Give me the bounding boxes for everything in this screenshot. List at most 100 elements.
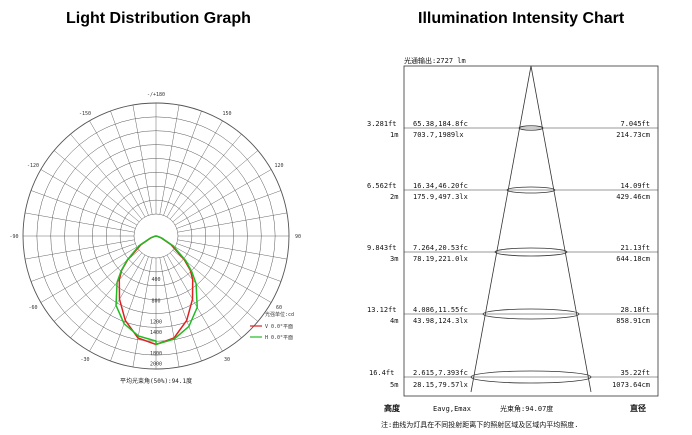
grid-spoke (30, 243, 136, 282)
radial-label: 400 (151, 277, 160, 283)
grid-spoke (176, 243, 282, 282)
grid-spoke (177, 239, 288, 260)
grid-spoke (177, 212, 288, 233)
row-lux-fc: 2.615,7.393fc (413, 369, 468, 377)
beam-ellipse (482, 308, 580, 320)
grid-spoke (174, 246, 272, 303)
row-diam-cm: 1073.64cm (612, 381, 650, 389)
lumen-output: 光通输出:2727 lm (404, 56, 466, 65)
row-diam-cm: 429.46cm (616, 193, 650, 201)
row-height-m: 3m (390, 255, 398, 263)
grid-spoke (169, 133, 242, 220)
grid-spoke (174, 169, 272, 226)
angle-label: 120 (274, 163, 283, 169)
radial-label: 1800 (150, 351, 162, 357)
footer-eavg-label: Eavg,Emax (433, 405, 471, 413)
grid-spoke (110, 256, 149, 362)
angle-label: 30 (224, 357, 230, 363)
row-diam-ft: 21.13ft (620, 244, 650, 252)
footer-beam-angle: 光束角:94.07度 (500, 404, 553, 413)
row-diam-ft: 14.09ft (620, 182, 650, 190)
row-height-m: 4m (390, 317, 398, 325)
row-lux-lx: 43.98,124.3lx (413, 317, 468, 325)
row-lux-lx: 175.9,497.3lx (413, 193, 468, 201)
polar-angle-labels: -/+180 -150 150 -120 120 -90 90 -60 60 -30 30 (9, 92, 301, 363)
row-diam-cm: 214.73cm (616, 131, 650, 139)
h-plane-curve (115, 235, 198, 346)
angle-label: -150 (79, 111, 91, 117)
angle-label: -60 (29, 305, 38, 311)
row-lux-lx: 28.15,79.57lx (413, 381, 468, 389)
radial-label: 2000 (150, 362, 162, 368)
grid-spoke (40, 246, 138, 303)
legend-item-v: V 0.0°平面 (265, 324, 293, 330)
row-lux-fc: 7.264,20.53fc (413, 244, 468, 252)
radial-label: 1400 (150, 330, 162, 336)
angle-label: -90 (9, 234, 18, 240)
grid-spoke (132, 104, 153, 215)
row-height-ft: 16.4ft (369, 369, 394, 377)
row-diam-ft: 28.18ft (620, 306, 650, 314)
row-lux-fc: 4.086,11.55fc (413, 306, 468, 314)
radial-label: 1200 (150, 319, 162, 325)
grid-spoke (166, 120, 223, 218)
grid-spoke (24, 239, 135, 260)
row-height-m: 2m (390, 193, 398, 201)
grid-spoke (70, 133, 143, 220)
row-diam-cm: 644.18cm (616, 255, 650, 263)
beam-ellipse (494, 247, 568, 257)
average-beam-angle: 平均光束角(50%):94.1度 (120, 377, 192, 385)
row-lux-lx: 703.7,1989lx (413, 131, 464, 139)
row-diam-ft: 35.22ft (620, 369, 650, 377)
footer-height-label: 高度 (384, 403, 401, 413)
legend-title: 光强单位:cd (265, 311, 294, 318)
grid-spoke (110, 110, 149, 216)
angle-label: 60 (276, 305, 282, 311)
row-height-ft: 9.843ft (367, 244, 397, 252)
grid-spoke (30, 190, 136, 229)
polar-radial-labels: 400 800 1200 1400 1800 2000 (150, 277, 162, 368)
grid-spoke (132, 257, 153, 368)
angle-label: -30 (80, 357, 89, 363)
cone-right-edge (530, 65, 592, 393)
angle-label: -/+180 (147, 92, 165, 98)
angle-label: 90 (295, 234, 301, 240)
polar-distribution-graph: -/+180 -150 150 -120 120 -90 90 -60 60 -30 30 400 8… (9, 92, 301, 385)
row-height-m: 5m (390, 381, 398, 389)
grid-spoke (176, 190, 282, 229)
grid-spoke (159, 104, 180, 215)
illumination-intensity-chart: 光通输出:2727 lm 3.281ft 1m 65.38,184.8fc 70… (367, 56, 659, 429)
row-height-ft: 13.12ft (367, 306, 397, 314)
light-distribution-title: Light Distribution Graph (66, 10, 251, 27)
chart-frame (403, 65, 659, 397)
footer-note: 注:曲线为灯具在不同投射距离下的照射区域及区域内平均照度. (381, 420, 578, 429)
grid-spoke (172, 150, 259, 223)
grid-spoke (89, 254, 146, 352)
row-height-m: 1m (390, 131, 398, 139)
illumination-intensity-title: Illumination Intensity Chart (418, 10, 625, 27)
angle-label: -120 (27, 163, 39, 169)
row-diam-cm: 858.91cm (616, 317, 650, 325)
angle-label: 150 (222, 111, 231, 117)
grid-spoke (163, 256, 202, 362)
legend-item-h: H 0.0°平面 (265, 335, 293, 341)
intensity-rows: 3.281ft 1m 65.38,184.8fc 703.7,1989lx 7.… (367, 120, 658, 389)
grid-spoke (89, 120, 146, 218)
grid-spoke (169, 252, 242, 339)
grid-spoke (24, 212, 135, 233)
cone-left-edge (470, 65, 532, 393)
grid-spoke (53, 150, 140, 223)
footer-diameter-label: 直径 (630, 403, 646, 413)
row-lux-fc: 65.38,184.8fc (413, 120, 468, 128)
grid-spoke (159, 257, 180, 368)
grid-spoke (166, 254, 223, 352)
radial-label: 800 (151, 298, 160, 304)
polar-legend: 光强单位:cd V 0.0°平面 H 0.0°平面 (250, 311, 294, 341)
grid-spoke (70, 252, 143, 339)
row-lux-lx: 78.19,221.0lx (413, 255, 468, 263)
grid-spoke (163, 110, 202, 216)
beam-ellipse (518, 125, 544, 131)
grid-spoke (40, 169, 138, 226)
grid-spoke (53, 249, 140, 322)
